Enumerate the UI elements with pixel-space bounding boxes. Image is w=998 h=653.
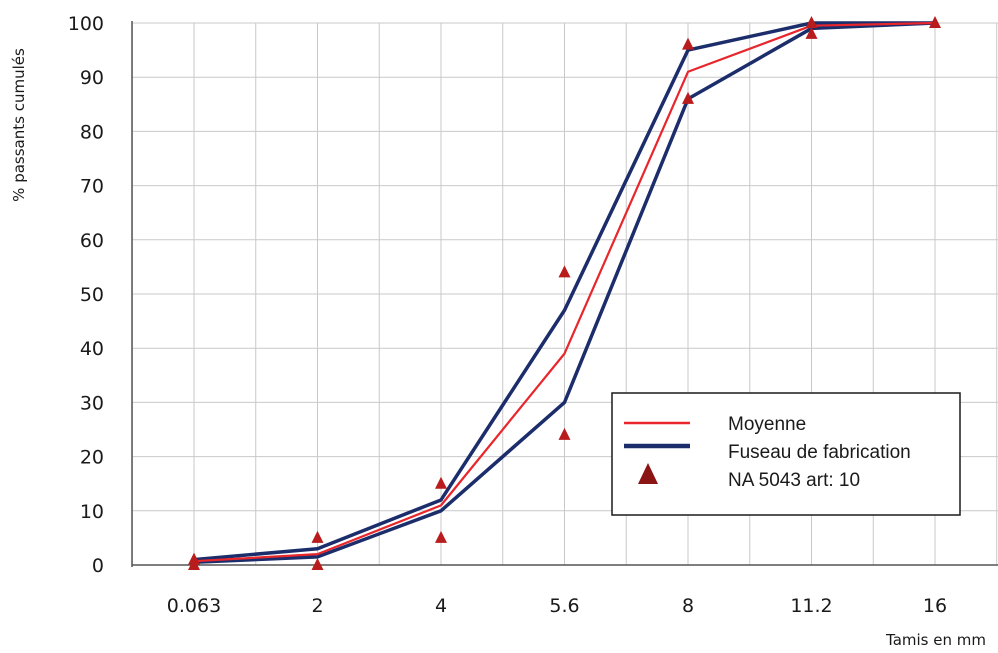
y-tick-labels: 0 10 20 30 40 50 60 70 80 90 100 [68, 13, 104, 577]
legend-label-moyenne: Moyenne [728, 414, 806, 435]
marker-layer [188, 16, 941, 570]
y-tick-label: 80 [80, 121, 104, 143]
y-axis-title: % passants cumulés [10, 48, 28, 202]
axes [131, 21, 998, 567]
y-tick-label: 90 [80, 67, 104, 89]
x-tick-label: 16 [923, 595, 947, 617]
spec-limit-marker [558, 265, 571, 278]
y-tick-label: 60 [80, 230, 104, 252]
spec-limit-marker [805, 16, 818, 28]
legend-label-fuseau: Fuseau de fabrication [728, 442, 911, 463]
y-tick-label: 10 [80, 501, 104, 523]
x-axis-title: Tamis en mm [885, 631, 986, 649]
spec-limit-marker [311, 530, 324, 543]
x-tick-labels: 0.063 2 4 5.6 8 11.2 16 [167, 595, 947, 617]
y-tick-label: 30 [80, 392, 104, 414]
legend: Moyenne Fuseau de fabrication NA 5043 ar… [611, 392, 961, 516]
x-tick-label: 2 [311, 595, 323, 617]
spec-limit-marker [805, 26, 818, 39]
spec-limit-marker [558, 427, 571, 440]
legend-swatch-na5043 [638, 463, 658, 484]
spec-limit-marker [188, 552, 200, 565]
spec-limit-marker [435, 476, 447, 489]
x-tick-label: 8 [682, 595, 694, 617]
spec-limit-marker [682, 37, 694, 50]
spec-limit-marker [929, 16, 941, 28]
x-tick-label: 4 [435, 595, 447, 617]
spec-limit-marker [311, 558, 324, 570]
legend-label-na5043: NA 5043 art: 10 [728, 470, 860, 491]
y-tick-label: 40 [80, 338, 104, 360]
spec-limit-marker [682, 91, 694, 104]
x-tick-label: 11.2 [790, 595, 832, 617]
y-tick-label: 70 [80, 176, 104, 198]
x-tick-label: 5.6 [549, 595, 579, 617]
y-tick-label: 0 [92, 555, 104, 577]
y-tick-label: 20 [80, 447, 104, 469]
spec-limit-marker [435, 530, 447, 543]
legend-box [611, 392, 961, 516]
y-tick-label: 100 [68, 13, 104, 35]
x-tick-label: 0.063 [167, 595, 221, 617]
y-tick-label: 50 [80, 284, 104, 306]
